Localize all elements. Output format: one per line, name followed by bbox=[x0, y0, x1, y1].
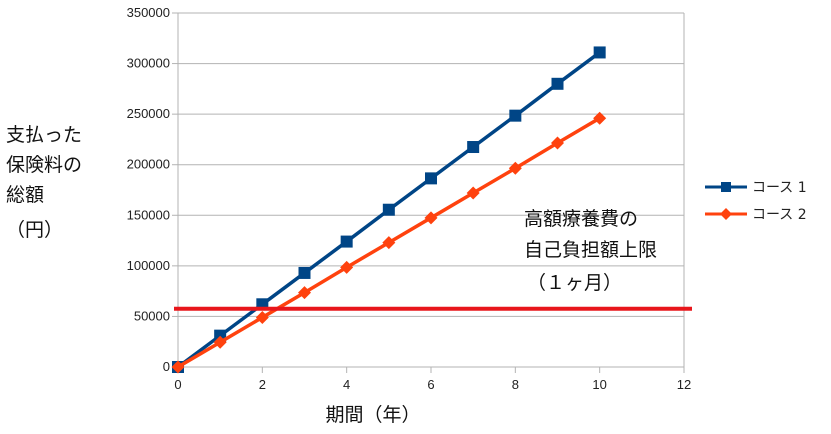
y-tick-label-1: 50000 bbox=[134, 308, 170, 323]
y-tick-label-0: 0 bbox=[163, 359, 170, 374]
x-tick-label-1: 2 bbox=[259, 377, 266, 392]
y-tick-label-7: 350000 bbox=[127, 5, 170, 20]
x-tick-label-3: 6 bbox=[427, 377, 434, 392]
legend: コース 1 コース 2 bbox=[705, 180, 807, 223]
annotation-line-2: 自己負担額上限 bbox=[524, 239, 657, 261]
series-2-point-4 bbox=[340, 260, 354, 274]
legend-label-course-1: コース 1 bbox=[752, 180, 807, 196]
y-tick-label-6: 300000 bbox=[127, 56, 170, 71]
series-1-point-4 bbox=[340, 235, 353, 248]
series-1-point-5 bbox=[382, 203, 395, 216]
y-tick-label-3: 150000 bbox=[127, 207, 170, 222]
series-2-point-9 bbox=[551, 136, 564, 150]
series-2-point-1 bbox=[213, 335, 227, 349]
x-tick-label-0: 0 bbox=[174, 377, 181, 392]
series-1-point-8 bbox=[509, 109, 522, 122]
series-2-point-7 bbox=[466, 186, 480, 200]
axes bbox=[177, 13, 685, 373]
x-axis-title: 期間（年） bbox=[325, 404, 420, 426]
series-2-point-5 bbox=[382, 236, 396, 250]
series-2-point-0 bbox=[171, 360, 185, 374]
y-tick-labels: 0 50000 100000 150000 200000 250000 300000 3500… bbox=[127, 5, 170, 374]
series-2-point-10 bbox=[593, 111, 607, 125]
series-2-point-6 bbox=[424, 211, 438, 225]
x-tick-label-5: 10 bbox=[592, 377, 606, 392]
x-tick-label-2: 4 bbox=[343, 377, 350, 392]
legend-marker-course-1 bbox=[721, 182, 731, 192]
series-2-point-2 bbox=[255, 310, 269, 324]
y-axis-title-line-4: （円） bbox=[6, 219, 63, 241]
y-axis-title-line-3: 総額 bbox=[6, 184, 44, 206]
annotation-line-1: 高額療養費の bbox=[524, 208, 638, 230]
series-1-point-9 bbox=[551, 77, 564, 90]
y-axis-title-line-1: 支払った bbox=[6, 124, 82, 146]
legend-item-course-2: コース 2 bbox=[705, 207, 807, 223]
legend-marker-course-2 bbox=[720, 208, 732, 220]
x-tick-label-6: 12 bbox=[677, 377, 691, 392]
series-1-point-7 bbox=[467, 141, 480, 154]
y-tick-label-5: 250000 bbox=[127, 106, 170, 121]
series-1-point-3 bbox=[298, 266, 311, 279]
x-tick-label-4: 8 bbox=[512, 377, 519, 392]
series-2-point-3 bbox=[298, 286, 311, 300]
legend-item-course-1: コース 1 bbox=[705, 180, 807, 196]
y-axis-title-line-2: 保険料の bbox=[6, 154, 82, 176]
series-1-point-10 bbox=[593, 46, 606, 59]
x-tick-labels: 0 2 4 6 8 10 12 bbox=[174, 377, 691, 392]
legend-label-course-2: コース 2 bbox=[752, 207, 807, 223]
series-2-point-8 bbox=[508, 161, 522, 175]
annotation-line-3: （１ヶ月） bbox=[527, 272, 622, 294]
series-1-point-6 bbox=[425, 172, 437, 185]
series-group bbox=[171, 46, 607, 374]
y-tick-label-2: 100000 bbox=[127, 258, 170, 273]
y-tick-label-4: 200000 bbox=[127, 157, 170, 172]
